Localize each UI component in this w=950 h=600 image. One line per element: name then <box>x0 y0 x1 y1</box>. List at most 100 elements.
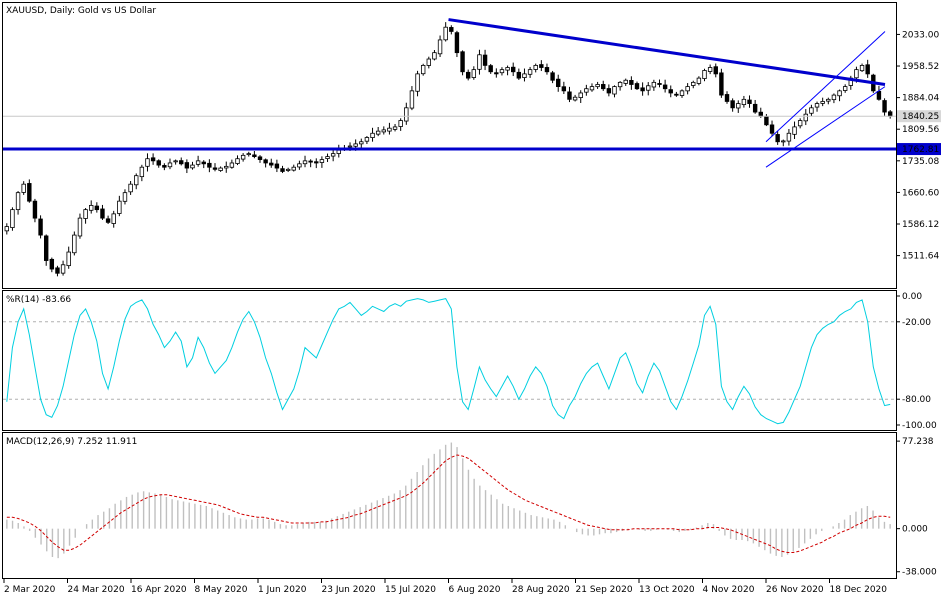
wr-tick-label: -100.00 <box>902 421 937 431</box>
candle-body <box>764 116 769 126</box>
candle-body <box>449 27 454 32</box>
wr-tick-label: -20.00 <box>902 318 931 328</box>
candle-body <box>775 134 780 143</box>
candle-body <box>162 165 167 168</box>
candle-body <box>308 160 313 163</box>
candle-body <box>302 160 308 165</box>
candle-body <box>674 93 679 96</box>
candle-body <box>876 90 882 100</box>
candle-body <box>190 164 195 169</box>
support-level-badge <box>897 143 941 156</box>
candle-body <box>809 107 814 114</box>
williams-r-title: %R(14) -83.66 <box>6 295 71 305</box>
candle-body <box>347 145 353 148</box>
candle-body <box>240 154 246 160</box>
candle-body <box>437 39 443 55</box>
price-tick-label: 1660.60 <box>902 188 939 198</box>
price-tick-label: 1735.08 <box>902 157 939 167</box>
x-tick-label: 18 Dec 2020 <box>830 585 888 595</box>
candle-body <box>134 175 139 186</box>
x-tick-label: 28 Aug 2020 <box>512 585 570 595</box>
candle-body <box>443 26 448 41</box>
candle-body <box>195 160 201 165</box>
candle-body <box>43 235 49 261</box>
candle-body <box>511 66 516 73</box>
candle-body <box>527 69 533 75</box>
candle-body <box>494 72 499 75</box>
candle-body <box>274 163 280 169</box>
candle-body <box>179 160 184 165</box>
candle-body <box>66 251 71 267</box>
macd-series <box>6 442 891 559</box>
candle-body <box>184 162 190 169</box>
candle-body <box>330 153 336 157</box>
williams-r-series <box>3 298 896 425</box>
candle-body <box>646 85 651 91</box>
candle-body <box>432 52 437 60</box>
candle-body <box>758 111 763 117</box>
candle-body <box>719 72 724 96</box>
candle-body <box>651 81 657 88</box>
x-tick-label: 23 Jun 2020 <box>322 585 376 595</box>
candle-body <box>263 159 268 164</box>
candle-body <box>505 67 510 71</box>
x-tick-label: 26 Nov 2020 <box>766 585 824 595</box>
candle-body <box>730 100 735 109</box>
wr-tick-label: 0.00 <box>902 292 922 302</box>
candle-body <box>837 90 842 97</box>
x-tick-label: 6 Aug 2020 <box>449 585 501 595</box>
candle-body <box>297 163 302 168</box>
candle-body <box>887 111 893 117</box>
candle-body <box>72 234 77 254</box>
candle-body <box>584 88 589 93</box>
candle-body <box>404 107 409 122</box>
williams-r-panel[interactable] <box>2 290 897 431</box>
candle-body <box>803 113 808 122</box>
candle-body <box>415 73 420 92</box>
candle-body <box>150 157 156 162</box>
candle-body <box>398 120 403 127</box>
price-tick-label: 1958.52 <box>902 62 939 72</box>
candle-body <box>381 129 386 133</box>
candle-body <box>426 58 432 66</box>
candle-body <box>229 162 235 168</box>
candle-body <box>49 258 55 270</box>
candle-body <box>747 99 752 104</box>
candle-body <box>280 168 285 172</box>
candle-body <box>488 65 493 73</box>
candle-body <box>696 77 702 84</box>
current-price-badge <box>897 110 941 123</box>
candle-body <box>544 67 550 73</box>
candle-body <box>769 124 775 134</box>
candle-body <box>578 92 583 98</box>
candle-body <box>533 64 538 70</box>
candle-body <box>831 94 837 101</box>
candle-body <box>781 140 786 143</box>
candle-body <box>561 86 567 92</box>
candle-body <box>662 84 668 90</box>
price-panel-title: XAUUSD, Daily: Gold vs US Dollar <box>6 6 156 16</box>
macd-panel[interactable] <box>2 432 897 579</box>
candle-body <box>257 156 263 160</box>
candle-body <box>601 84 606 90</box>
candle-body <box>606 88 612 94</box>
candle-body <box>668 89 673 94</box>
x-tick-label: 1 Jun 2020 <box>258 585 307 595</box>
candle-body <box>173 160 178 163</box>
candle-body <box>454 32 460 54</box>
candle-body <box>882 100 887 113</box>
candle-body <box>854 69 859 79</box>
x-tick-label: 24 Mar 2020 <box>68 585 125 595</box>
candle-body <box>4 226 10 232</box>
candle-body <box>826 98 831 102</box>
candle-body <box>145 158 150 167</box>
candle-body <box>522 73 527 78</box>
candle-body <box>224 165 229 169</box>
candle-body <box>83 209 88 219</box>
candle-body <box>713 66 718 75</box>
price-tick-label: 2033.00 <box>902 30 939 40</box>
price-panel[interactable] <box>2 2 897 289</box>
candle-body <box>556 78 561 88</box>
candle-body <box>679 90 685 96</box>
